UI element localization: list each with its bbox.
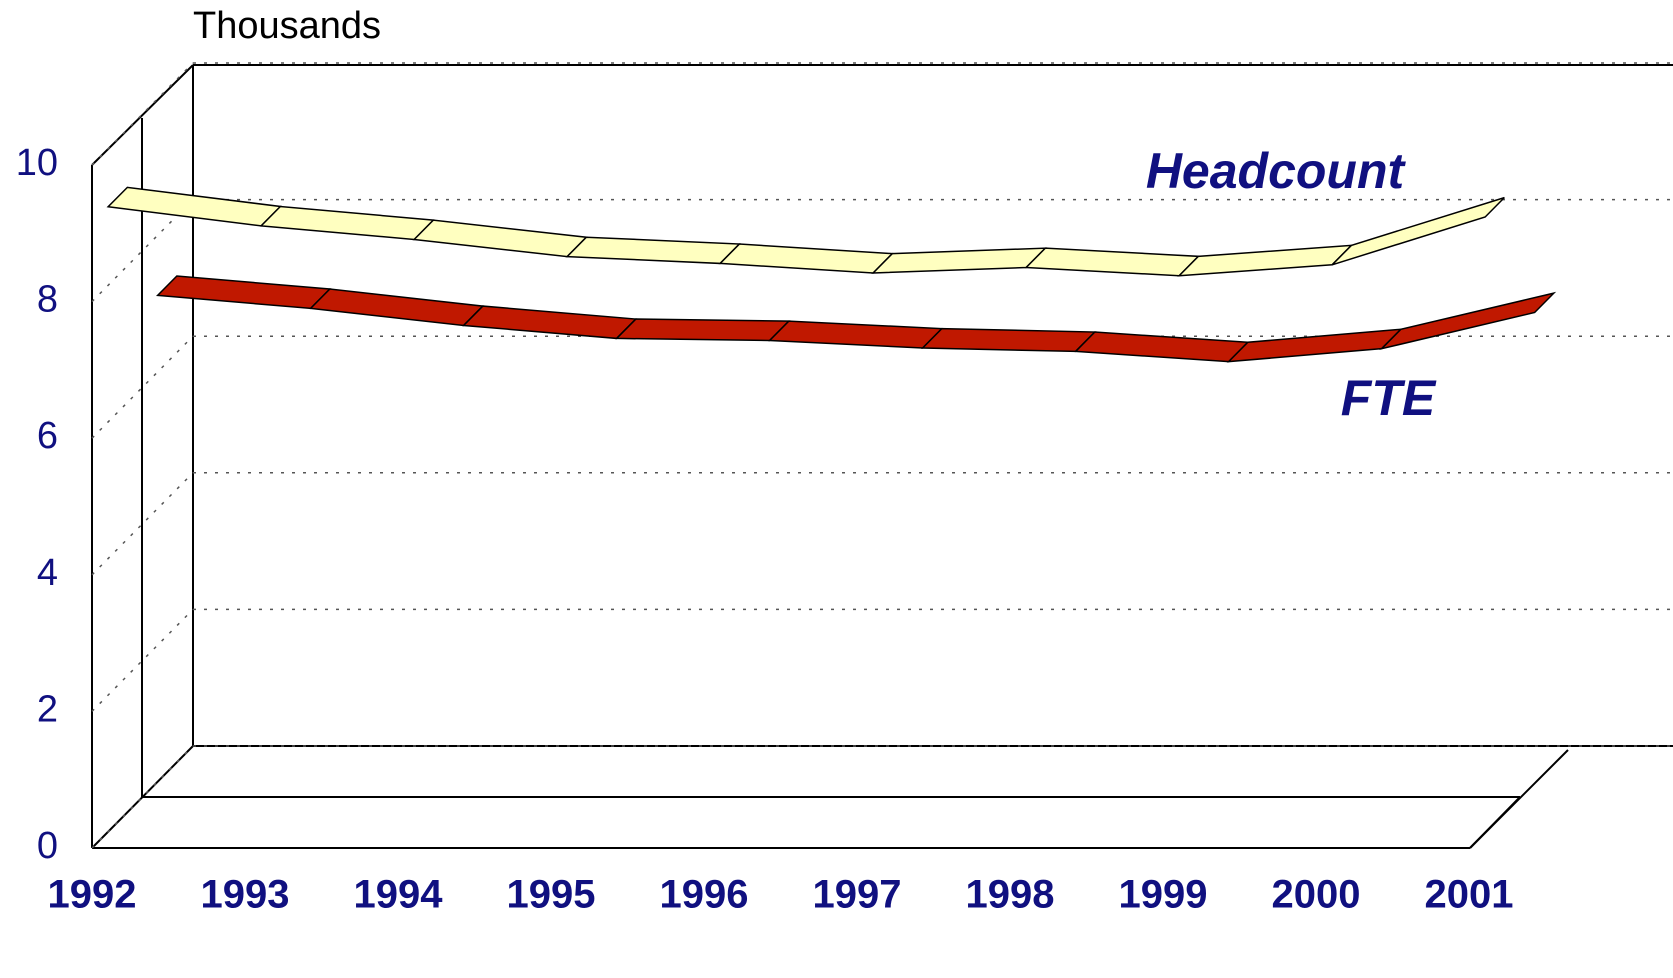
ribbon-segment — [1024, 247, 1201, 277]
grid-line-side — [91, 62, 194, 166]
x-tick-label: 2001 — [1425, 873, 1514, 917]
ribbon-segment — [1331, 196, 1505, 266]
ribbon-segment — [1073, 331, 1250, 363]
ribbon-segment — [871, 247, 1048, 274]
x-tick-label: 1995 — [507, 873, 596, 917]
ribbon-segment — [718, 243, 895, 274]
ribbon-segment — [1226, 328, 1403, 363]
ribbon-segment — [155, 275, 332, 310]
grid-line-side — [91, 335, 194, 439]
x-tick-label: 2000 — [1272, 873, 1361, 917]
y-tick-label: 10 — [16, 142, 58, 184]
ribbon-segment — [309, 288, 485, 327]
frame — [91, 64, 1673, 849]
grid-line-side — [91, 472, 194, 576]
ribbon-segment — [412, 219, 588, 258]
grid-line-side — [91, 199, 194, 303]
y-tick-label: 8 — [37, 279, 58, 321]
x-tick-label: 1994 — [354, 873, 444, 917]
x-tick-label: 1996 — [660, 873, 749, 917]
ribbon-segment — [565, 236, 742, 265]
ribbon-segment — [1177, 244, 1354, 277]
y-tick-label: 2 — [37, 688, 58, 730]
series-label: Headcount — [1146, 143, 1407, 199]
x-tick-label: 1998 — [966, 873, 1055, 917]
ribbon-segment — [1379, 291, 1557, 351]
grid-line-side — [91, 745, 194, 849]
x-tick-label: 1992 — [48, 873, 137, 917]
y-tick-label: 4 — [37, 552, 58, 594]
ribbon-segment — [920, 327, 1097, 353]
x-tick-label: 1993 — [201, 873, 290, 917]
grid-line-side — [91, 608, 194, 712]
floor-inner-diagonal — [1469, 796, 1521, 849]
ribbon-segment — [614, 318, 791, 342]
x-tick-label: 1997 — [813, 873, 902, 917]
x-tick-label: 1999 — [1119, 873, 1208, 917]
ribbon-segment — [106, 186, 282, 227]
ribbon-segment — [259, 205, 436, 241]
ribbon-segment — [767, 320, 944, 349]
y-axis-label: Thousands — [193, 5, 381, 47]
series-label: FTE — [1341, 370, 1437, 426]
ribbon-segment — [461, 305, 638, 340]
y-tick-label: 6 — [37, 415, 58, 457]
y-tick-label: 0 — [37, 825, 58, 867]
